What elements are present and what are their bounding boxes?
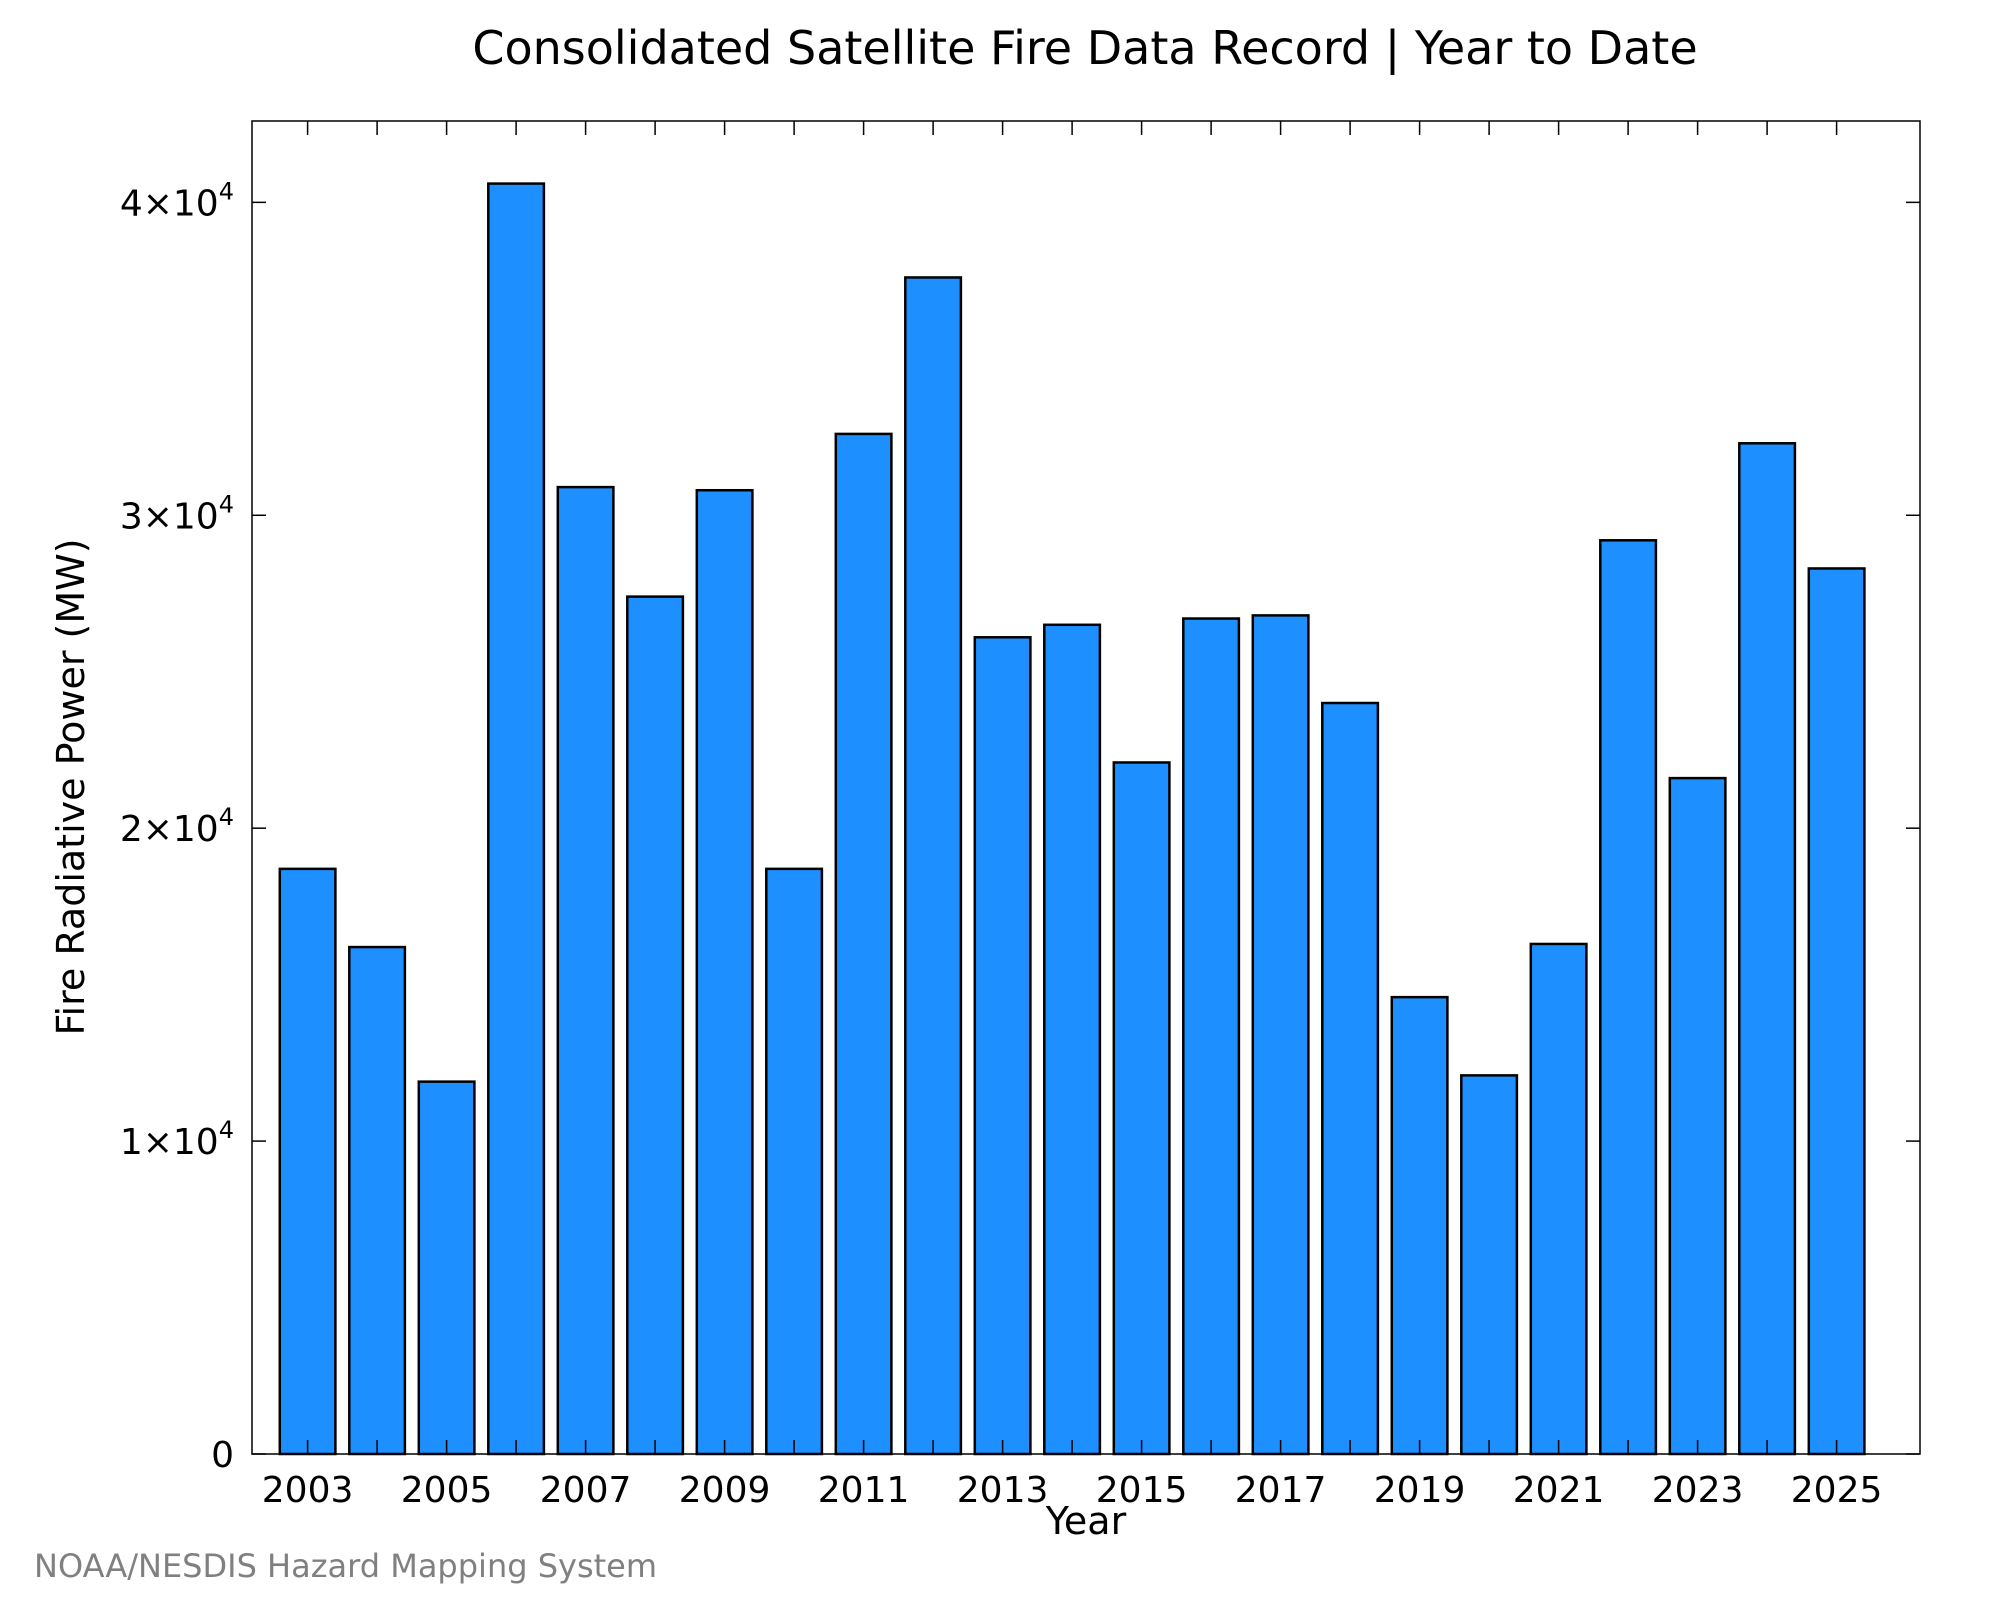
bar-2005: [417, 1080, 476, 1456]
x-tick-label-2023: 2023: [1652, 1470, 1744, 1511]
x-axis-label: Year: [1045, 1499, 1127, 1543]
x-tick-label-2021: 2021: [1513, 1470, 1605, 1511]
bar-2006: [487, 182, 546, 1456]
bar-2009: [695, 488, 754, 1456]
chart-title: Consolidated Satellite Fire Data Record …: [472, 21, 1697, 76]
bar-2025: [1807, 567, 1866, 1456]
y-axis-label: Fire Radiative Power (MW): [49, 538, 93, 1035]
bar-2004: [348, 945, 407, 1456]
x-axis: 2003 2005 2007 2009 2011 2013 2015 2017 2019 2021…: [262, 121, 1883, 1511]
bar-2016: [1182, 617, 1241, 1456]
bar-2024: [1738, 442, 1797, 1456]
y-tick-label-10000: 1×104: [120, 1116, 234, 1163]
bar-2017: [1251, 614, 1310, 1456]
x-tick-label-2011: 2011: [818, 1470, 910, 1511]
bar-2015: [1112, 761, 1171, 1456]
x-tick-label-2013: 2013: [957, 1470, 1049, 1511]
x-tick-label-2009: 2009: [679, 1470, 771, 1511]
bars-layer: [278, 182, 1866, 1456]
bar-2013: [973, 636, 1032, 1456]
bar-2012: [904, 276, 963, 1456]
y-tick-label-20000: 2×104: [120, 803, 234, 850]
x-tick-label-2019: 2019: [1374, 1470, 1466, 1511]
bar-2019: [1390, 995, 1449, 1456]
bar-2003: [278, 867, 337, 1456]
bar-2011: [834, 432, 893, 1456]
credit-text: NOAA/NESDIS Hazard Mapping System: [34, 1547, 657, 1585]
bar-2007: [556, 485, 615, 1456]
x-tick-label-2007: 2007: [540, 1470, 632, 1511]
y-tick-label-0: 0: [211, 1435, 234, 1476]
x-tick-label-2025: 2025: [1791, 1470, 1883, 1511]
bar-2022: [1599, 539, 1658, 1456]
x-tick-label-2015: 2015: [1096, 1470, 1188, 1511]
y-tick-label-40000: 4×104: [120, 177, 234, 224]
bar-2014: [1043, 623, 1102, 1456]
bar-2020: [1460, 1074, 1519, 1456]
plot-frame: [251, 120, 1921, 1455]
x-tick-label-2003: 2003: [262, 1470, 354, 1511]
bar-2021: [1529, 942, 1588, 1456]
bar-2008: [626, 595, 685, 1456]
y-axis: 0 1×104 2×104 3×104 4×104: [120, 177, 1920, 1476]
bar-2010: [765, 867, 824, 1456]
y-tick-label-30000: 3×104: [120, 490, 234, 537]
x-tick-label-2017: 2017: [1235, 1470, 1327, 1511]
bar-2023: [1668, 776, 1727, 1456]
bar-2018: [1321, 701, 1380, 1456]
x-tick-label-2005: 2005: [401, 1470, 493, 1511]
